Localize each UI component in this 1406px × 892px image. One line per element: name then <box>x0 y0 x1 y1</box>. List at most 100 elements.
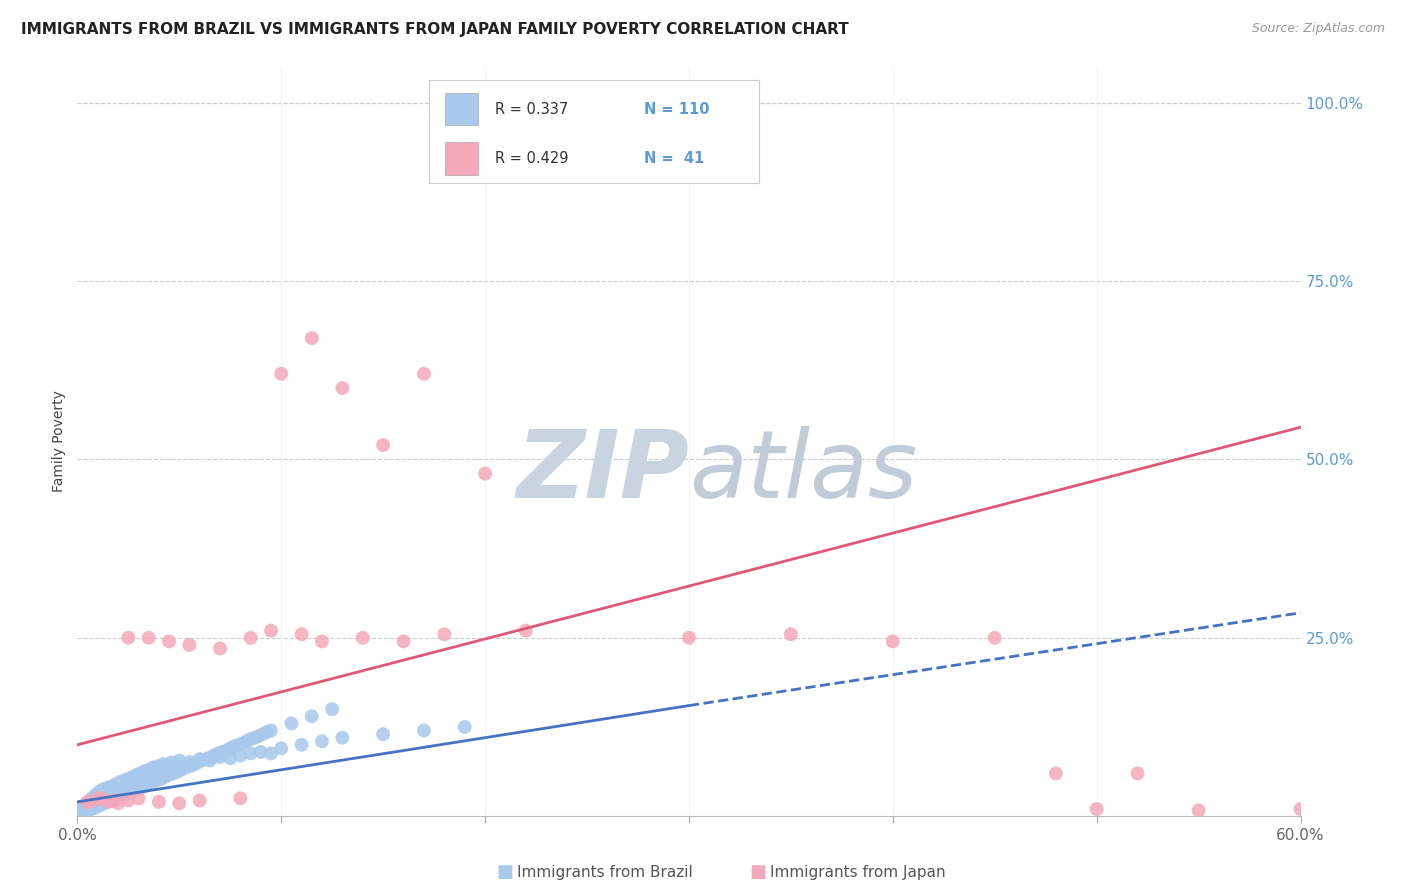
Point <box>70 802 93 816</box>
Point <box>115 775 138 789</box>
Point <box>198 750 221 764</box>
Point <box>239 732 262 747</box>
Point <box>84 800 107 814</box>
Point <box>239 747 262 761</box>
Bar <box>446 142 478 175</box>
Point <box>131 768 153 782</box>
Point <box>165 757 187 772</box>
Text: R = 0.337: R = 0.337 <box>495 102 568 117</box>
Point <box>170 763 193 777</box>
Point <box>290 738 312 752</box>
Point <box>311 734 333 748</box>
Point <box>76 797 98 811</box>
Point <box>433 627 456 641</box>
Point <box>515 624 537 638</box>
Point <box>149 772 172 786</box>
Point <box>243 731 266 745</box>
Text: Source: ZipAtlas.com: Source: ZipAtlas.com <box>1251 22 1385 36</box>
Point <box>332 381 354 395</box>
Point <box>235 734 257 748</box>
Text: R = 0.429: R = 0.429 <box>495 151 568 166</box>
Point <box>139 764 162 779</box>
Point <box>120 773 142 788</box>
Point <box>169 797 191 811</box>
Point <box>211 745 233 759</box>
Point <box>129 766 152 780</box>
Point <box>229 791 252 805</box>
Text: IMMIGRANTS FROM BRAZIL VS IMMIGRANTS FROM JAPAN FAMILY POVERTY CORRELATION CHART: IMMIGRANTS FROM BRAZIL VS IMMIGRANTS FRO… <box>21 22 849 37</box>
Point <box>183 757 205 772</box>
Point <box>146 759 169 773</box>
Text: atlas: atlas <box>689 426 917 517</box>
Text: ■: ■ <box>749 863 766 881</box>
Point <box>79 795 101 809</box>
Point <box>103 780 125 795</box>
Point <box>413 367 436 381</box>
Point <box>124 772 146 786</box>
Point <box>153 770 176 784</box>
Point <box>179 638 201 652</box>
Point <box>280 716 302 731</box>
Point <box>134 764 156 779</box>
Point <box>290 627 312 641</box>
Point <box>256 725 278 739</box>
Point <box>270 367 292 381</box>
Point <box>247 729 270 743</box>
Point <box>678 631 700 645</box>
Text: ■: ■ <box>496 863 513 881</box>
Point <box>142 761 165 775</box>
Point <box>107 779 129 793</box>
Text: Immigrants from Brazil: Immigrants from Brazil <box>517 865 693 880</box>
Point <box>127 791 149 805</box>
Point <box>90 791 112 805</box>
Point <box>162 766 184 780</box>
Point <box>215 743 238 757</box>
Point <box>146 773 169 788</box>
Point <box>101 793 124 807</box>
Point <box>84 788 107 802</box>
Point <box>474 467 496 481</box>
Point <box>169 754 191 768</box>
Point <box>135 765 157 780</box>
Point <box>208 641 231 656</box>
Point <box>89 784 111 798</box>
Point <box>105 777 128 791</box>
Point <box>301 331 323 345</box>
Point <box>93 797 115 811</box>
Point <box>117 772 139 786</box>
Point <box>76 804 98 818</box>
Point <box>179 759 201 773</box>
Point <box>97 795 120 809</box>
Point <box>157 634 180 648</box>
Point <box>252 727 274 741</box>
Point <box>229 748 252 763</box>
Point <box>80 802 103 816</box>
Point <box>1045 766 1067 780</box>
Point <box>125 768 148 782</box>
Point <box>301 709 323 723</box>
Point <box>179 755 201 769</box>
Point <box>117 631 139 645</box>
Point <box>111 776 134 790</box>
Point <box>107 797 129 811</box>
Point <box>260 747 283 761</box>
Point <box>121 770 143 784</box>
Point <box>87 791 110 805</box>
Point <box>321 702 343 716</box>
Point <box>138 631 160 645</box>
Point <box>371 727 394 741</box>
Point <box>352 631 374 645</box>
Point <box>1085 802 1108 816</box>
Point <box>89 798 111 813</box>
Point <box>87 789 110 804</box>
Point <box>134 779 156 793</box>
Point <box>127 769 149 783</box>
Point <box>311 634 333 648</box>
Point <box>125 782 148 797</box>
Point <box>148 795 170 809</box>
Point <box>208 750 231 764</box>
Text: N =  41: N = 41 <box>644 151 704 166</box>
Point <box>187 756 209 770</box>
Point <box>117 793 139 807</box>
Point <box>198 754 221 768</box>
